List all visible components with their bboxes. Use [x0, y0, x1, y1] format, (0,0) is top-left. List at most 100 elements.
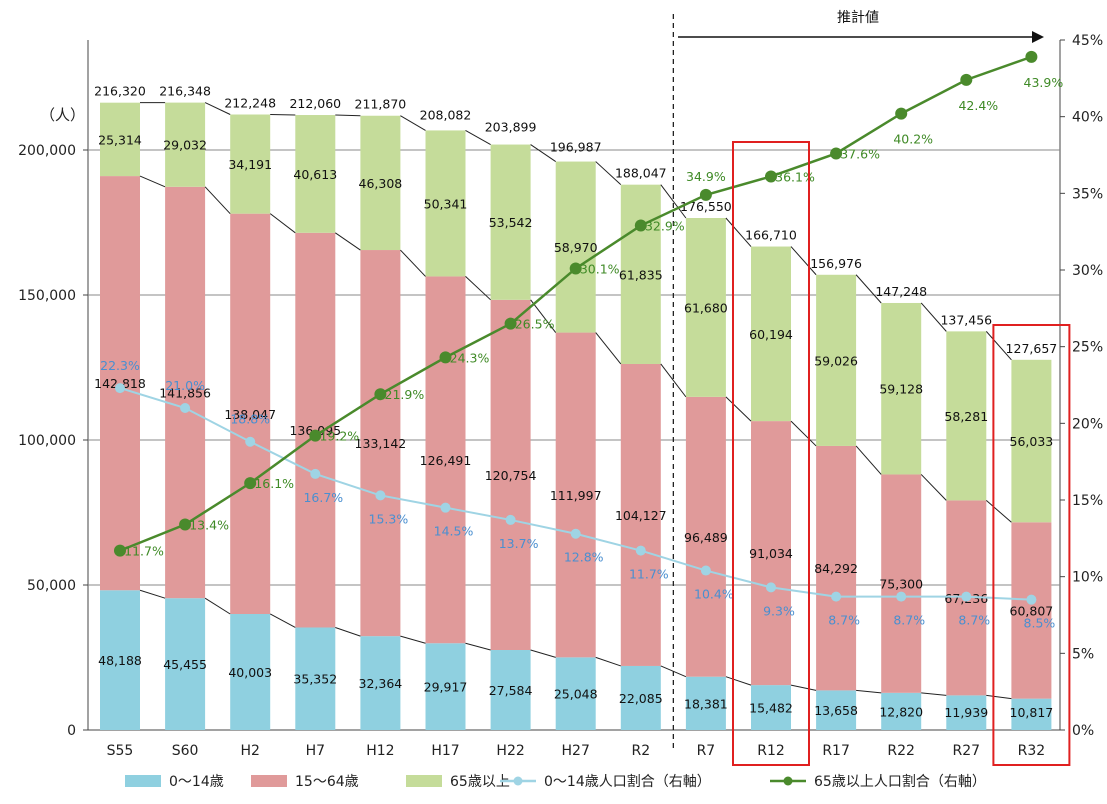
total-label: 216,348	[159, 84, 211, 99]
bar-value-label: 25,314	[98, 132, 142, 147]
x-tick-label-H17: H17	[431, 743, 459, 759]
connector-line	[335, 115, 360, 116]
bar-value-label: 13,658	[814, 703, 858, 718]
child-ratio-label: 22.3%	[100, 358, 140, 373]
total-label: 156,976	[810, 256, 862, 271]
connector-line	[986, 695, 1011, 698]
connector-line	[400, 636, 425, 643]
connector-line	[726, 677, 751, 685]
x-tick-label-H27: H27	[562, 743, 590, 759]
x-tick-label-R17: R17	[822, 743, 850, 759]
elder-ratio-label: 26.5%	[515, 317, 555, 332]
y-tick-label-right: 15%	[1072, 493, 1103, 509]
y-tick-label-right: 35%	[1072, 186, 1103, 202]
connector-line	[140, 176, 165, 187]
bar-value-label: 61,835	[619, 267, 663, 282]
connector-line	[466, 643, 491, 650]
line-point-0～14歳人口割合（右軸）-R12	[766, 582, 776, 592]
bar-value-label: 29,917	[424, 680, 468, 695]
bar-value-label: 61,680	[684, 300, 728, 315]
x-tick-label-R22: R22	[887, 743, 915, 759]
legend-swatch-65歳以上	[406, 775, 442, 787]
legend-label-0～14歳: 0～14歳	[169, 774, 224, 790]
y-tick-label-left: 150,000	[18, 288, 76, 304]
total-label: 137,456	[940, 312, 992, 327]
bar-value-label: 12,820	[879, 704, 923, 719]
line-point-0～14歳人口割合（右軸）-H27	[571, 529, 581, 539]
elder-ratio-label: 16.1%	[254, 476, 294, 491]
total-label: 212,248	[224, 95, 276, 110]
y-tick-label-right: 20%	[1072, 416, 1103, 432]
x-tick-label-S60: S60	[172, 743, 199, 759]
child-ratio-label: 21.0%	[165, 378, 205, 393]
bar-value-label: 59,026	[814, 353, 858, 368]
y-tick-label-left: 50,000	[27, 578, 76, 594]
bar-value-label: 75,300	[879, 577, 923, 592]
connector-line	[205, 598, 230, 614]
connector-line	[205, 187, 230, 214]
total-label: 208,082	[420, 108, 472, 123]
connector-line	[335, 627, 360, 636]
connector-line	[726, 397, 751, 421]
child-ratio-label: 18.8%	[230, 412, 270, 427]
bar-value-label: 120,754	[485, 468, 537, 483]
elder-ratio-label: 30.1%	[580, 261, 620, 276]
total-label: 127,657	[1006, 341, 1058, 356]
y-tick-label-left: 100,000	[18, 433, 76, 449]
bar-value-label: 53,542	[489, 215, 533, 230]
y-tick-label-right: 30%	[1072, 263, 1103, 279]
child-ratio-label: 11.7%	[629, 567, 669, 582]
bar-value-label: 10,817	[1010, 705, 1054, 720]
connector-line	[270, 214, 295, 233]
legend-label-65歳以上人口割合（右軸）: 65歳以上人口割合（右軸）	[814, 773, 986, 790]
legend-label-0～14歳人口割合（右軸）: 0～14歳人口割合（右軸）	[544, 773, 711, 790]
bar-value-label: 59,128	[879, 382, 923, 397]
bar-value-label: 22,085	[619, 691, 663, 706]
connector-line	[596, 657, 621, 666]
connector-line	[856, 446, 881, 475]
bar-value-label: 34,191	[228, 157, 272, 172]
connector-line	[921, 474, 946, 500]
child-ratio-label: 8.7%	[828, 613, 860, 628]
connector-line	[270, 115, 295, 116]
line-point-65歳以上人口割合（右軸）-R7	[700, 189, 712, 201]
bar-value-label: 40,613	[293, 167, 337, 182]
line-point-0～14歳人口割合（右軸）-R27	[961, 592, 971, 602]
connector-line	[466, 276, 491, 299]
legend-swatch-15～64歳	[251, 775, 287, 787]
x-tick-label-R32: R32	[1018, 743, 1046, 759]
line-point-0～14歳人口割合（右軸）-R17	[831, 592, 841, 602]
bar-value-label: 46,308	[359, 176, 403, 191]
connector-line	[856, 690, 881, 692]
line-point-65歳以上人口割合（右軸）-R32	[1025, 51, 1037, 63]
y-tick-label-right: 40%	[1072, 110, 1103, 126]
connector-line	[140, 590, 165, 598]
line-point-0～14歳人口割合（右軸）-S55	[115, 383, 125, 393]
total-label: 211,870	[355, 97, 407, 112]
line-point-0～14歳人口割合（右軸）-H17	[441, 503, 451, 513]
y-tick-label-right: 45%	[1072, 33, 1103, 49]
connector-line	[921, 693, 946, 696]
connector-line	[400, 250, 425, 276]
bar-value-label: 58,970	[554, 240, 598, 255]
bar-value-label: 25,048	[554, 687, 598, 702]
x-tick-label-H22: H22	[496, 743, 524, 759]
elder-ratio-label: 32.9%	[645, 219, 685, 234]
y-tick-label-right: 5%	[1072, 646, 1094, 662]
connector-line	[531, 650, 556, 657]
line-point-0～14歳人口割合（右軸）-R22	[896, 592, 906, 602]
total-label: 176,550	[680, 199, 732, 214]
total-label: 203,899	[485, 120, 537, 135]
y-unit-label: （人）	[40, 106, 85, 124]
child-ratio-label: 8.7%	[958, 613, 990, 628]
child-ratio-label: 15.3%	[369, 511, 409, 526]
bar-value-label: 27,584	[489, 683, 533, 698]
bar-value-label: 133,142	[355, 436, 407, 451]
y-tick-label-left: 200,000	[18, 143, 76, 159]
bar-value-label: 104,127	[615, 508, 667, 523]
connector-line	[270, 614, 295, 627]
connector-line	[596, 333, 621, 364]
child-ratio-label: 14.5%	[434, 524, 474, 539]
child-ratio-label: 13.7%	[499, 536, 539, 551]
